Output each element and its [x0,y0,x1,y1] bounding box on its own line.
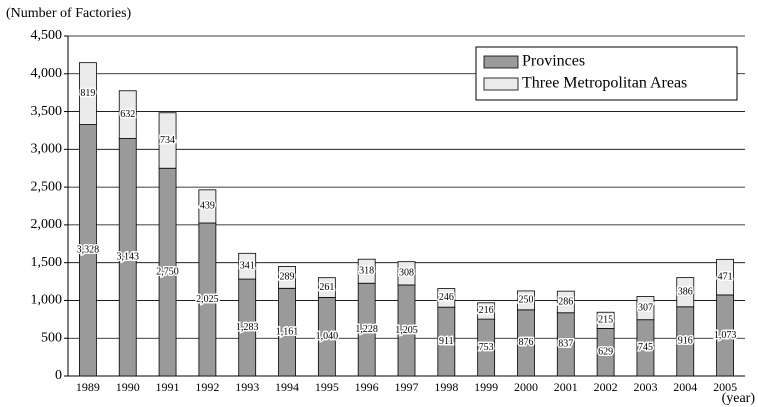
x-tick-label: 1994 [275,380,299,394]
legend-box [475,46,738,101]
data-label: 876 [518,337,533,348]
bar-segment [158,112,177,169]
data-label: 753 [479,342,494,353]
data-label: 439 [200,201,215,212]
bar-segment [238,252,257,280]
bar-segment [636,296,655,321]
x-tick-label: 2004 [673,380,697,394]
legend-label: Provinces [522,53,585,70]
bar-segment [716,258,734,296]
bar-segment [556,290,575,314]
x-tick-label: 2003 [633,380,657,394]
data-label: 1,161 [276,326,299,337]
data-label: 318 [359,266,374,277]
x-tick-label: 1997 [395,380,419,394]
data-label: 2,025 [196,294,219,305]
y-tick-label: 3,500 [31,104,63,119]
data-label: 629 [598,347,613,358]
x-tick-label: 2000 [514,380,538,394]
data-label: 1,283 [236,322,259,333]
data-label: 3,328 [77,245,100,256]
data-label: 911 [439,336,454,347]
x-tick-label: 1996 [355,380,379,394]
data-label: 286 [558,296,573,307]
data-label: 3,143 [116,252,139,263]
y-tick-label: 0 [55,368,62,383]
y-tick-label: 1,000 [31,293,63,308]
data-label: 289 [280,272,295,283]
data-label: 307 [638,302,653,313]
data-label: 2,750 [156,266,179,277]
data-label: 1,228 [355,324,378,335]
y-tick-label: 3,000 [31,142,63,157]
x-tick-label: 1989 [76,380,100,394]
bar-segment [397,261,416,286]
bar-segment [437,288,456,308]
data-label: 745 [638,342,653,353]
x-tick-label: 1998 [434,380,458,394]
bar-segment [477,302,496,320]
bar-segment [357,258,376,284]
x-axis-label: (year) [722,391,756,406]
data-label: 341 [240,260,255,271]
data-label: 632 [120,109,135,120]
y-tick-label: 4,500 [31,28,63,43]
y-tick-label: 2,000 [31,217,63,232]
bar-segment [517,290,535,311]
x-tick-label: 2005 [713,380,737,394]
x-tick-label: 2002 [594,380,618,394]
data-label: 1,040 [316,331,339,342]
x-tick-label: 1992 [195,380,219,394]
data-label: 215 [598,315,613,326]
data-label: 837 [558,339,573,350]
bar-segment [198,189,217,224]
y-tick-label: 2,500 [31,179,63,194]
x-tick-label: 2001 [554,380,578,394]
bar-segment [317,277,336,298]
y-tick-label: 1,500 [31,255,63,270]
legend-swatch [483,77,519,91]
legend-swatch [483,55,519,69]
data-label: 1,205 [395,325,418,336]
data-label: 216 [479,305,494,316]
data-label: 308 [399,268,414,279]
bar-segment [596,311,615,329]
x-tick-label: 1990 [116,380,140,394]
x-tick-label: 1993 [235,380,259,394]
data-label: 819 [80,88,95,99]
y-axis-label: (Number of Factories) [6,6,132,21]
bar-segment [278,266,296,289]
data-label: 246 [439,292,454,303]
x-tick-label: 1999 [474,380,498,394]
x-tick-label: 1991 [156,380,180,394]
data-label: 1,073 [714,330,737,341]
x-tick-label: 1995 [315,380,339,394]
data-label: 916 [678,336,693,347]
bar-segment [676,277,695,308]
bar-segment [79,62,97,125]
data-label: 471 [718,271,733,282]
data-label: 734 [160,135,175,146]
legend-label: Three Metropolitan Areas [522,75,687,92]
data-label: 250 [518,295,533,306]
data-label: 386 [678,287,693,298]
y-tick-label: 500 [41,330,62,345]
data-label: 261 [319,282,334,293]
bar-segment [118,90,137,139]
y-tick-label: 4,000 [31,66,63,81]
